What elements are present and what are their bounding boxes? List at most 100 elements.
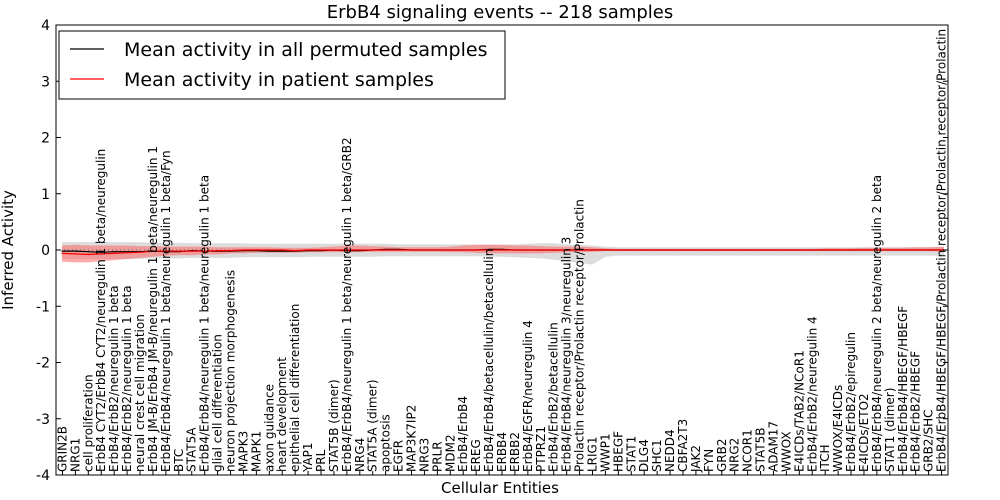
data-point xyxy=(307,249,309,251)
category-label: WWOX/E4ICDs xyxy=(831,385,845,472)
data-point xyxy=(397,249,400,251)
data-point xyxy=(152,250,154,252)
category-label: GRIN2B xyxy=(56,426,70,472)
category-label: ErbB4/ErbB4 xyxy=(456,396,470,472)
category-label: neural crest cell migration xyxy=(133,314,147,472)
data-point xyxy=(229,250,232,252)
category-label: ErbB4 CYT2/ErbB4 CYT2/neuregulin 1 beta/… xyxy=(94,149,108,472)
data-point xyxy=(669,249,671,251)
category-label: STAT5B (dimer) xyxy=(327,379,341,472)
category-label: ErbB4/ErbB4/neuregulin 1 beta/neuregulin… xyxy=(340,137,354,472)
category-label: NRG4 xyxy=(353,438,367,472)
data-point xyxy=(462,249,464,251)
x-axis-title: Cellular Entities xyxy=(441,479,559,497)
category-label: NEDD4 xyxy=(663,429,677,472)
data-point xyxy=(617,249,619,251)
category-label: STAT5A (dimer) xyxy=(366,379,380,472)
category-label: HBEGF xyxy=(611,431,625,472)
confidence-bands xyxy=(62,242,944,265)
category-label: MAP3K7IP2 xyxy=(405,405,419,472)
category-label: ErbB4/ErbB4/HBEGF/HBEGF/Prolactin recept… xyxy=(935,29,949,472)
category-label: NRG2 xyxy=(728,438,742,472)
data-point xyxy=(100,253,102,255)
category-label: ErbB4/ErbB2/epiregulin xyxy=(844,332,858,472)
category-label: MAPK1 xyxy=(249,431,263,472)
category-label: Prolactin receptor/Prolactin receptor/Pr… xyxy=(573,199,587,472)
data-point xyxy=(734,249,736,251)
data-point xyxy=(410,249,413,251)
data-point xyxy=(178,250,180,252)
data-point xyxy=(837,249,839,251)
data-point xyxy=(643,249,645,251)
category-label: ErbB4/EGFR/neuregulin 4 xyxy=(521,320,535,472)
category-label: NCOR1 xyxy=(741,429,755,472)
data-point xyxy=(74,250,76,252)
category-label: YAP1 xyxy=(301,443,315,473)
category-label: PRL xyxy=(314,449,328,472)
series-lines xyxy=(56,248,948,256)
data-point xyxy=(902,249,904,251)
data-point xyxy=(811,249,813,251)
data-point xyxy=(928,249,930,251)
category-label: ErbB4/ErbB2/betacellulin xyxy=(547,322,561,472)
category-label: STAT5A xyxy=(185,427,199,472)
data-point xyxy=(87,253,89,256)
data-point xyxy=(591,249,594,251)
data-point xyxy=(540,249,542,251)
category-label: ErbB4/ErbB2/HBEGF xyxy=(909,351,923,472)
data-point xyxy=(268,249,270,251)
category-label: EREG xyxy=(469,439,483,472)
data-point xyxy=(281,249,283,251)
data-point xyxy=(204,250,206,252)
data-point xyxy=(824,249,826,251)
data-point xyxy=(100,251,102,253)
category-label: GRB2 xyxy=(715,438,729,472)
y-tick-label: 3 xyxy=(41,74,50,90)
category-label: ErbB4/ErbB4/betacellulin/betacellulin xyxy=(482,249,496,472)
data-point xyxy=(695,249,697,251)
category-label: NRG3 xyxy=(417,438,431,472)
category-label: apoptosis xyxy=(379,414,393,472)
data-point xyxy=(436,249,438,251)
category-label: MAPK3 xyxy=(236,431,250,472)
legend-box xyxy=(58,30,506,100)
data-point xyxy=(772,249,775,251)
category-label: ErbB4 JM-B/ErbB4 JM-B/neuregulin 1 beta/… xyxy=(146,146,160,472)
category-label: heart development xyxy=(275,357,289,472)
category-label: cell proliferation xyxy=(81,374,95,472)
y-axis: -4 -3 -2 -1 0 1 2 3 4 xyxy=(36,18,948,484)
category-label: EGFR xyxy=(392,440,406,472)
data-point xyxy=(385,249,387,251)
category-label: PRLR xyxy=(430,441,444,472)
data-point xyxy=(721,249,723,251)
data-point xyxy=(488,249,490,251)
data-point xyxy=(359,249,361,251)
category-label: E4ICDs/ETO2 xyxy=(857,393,871,472)
data-point xyxy=(708,249,710,251)
data-point xyxy=(514,249,516,251)
category-label: CBFA2T3 xyxy=(676,419,690,472)
category-label: WWOX xyxy=(779,431,793,472)
category-label: SHC1 xyxy=(650,439,664,472)
category-label: ADAM17 xyxy=(767,421,781,472)
y-tick-label: 1 xyxy=(41,187,50,203)
category-label: STAT5B xyxy=(754,428,768,473)
category-label: neuron projection morphogenesis xyxy=(224,270,238,472)
category-label: ErbB4/ErbB4/neuregulin 1 beta/neuregulin… xyxy=(159,150,173,472)
data-point xyxy=(372,249,374,251)
category-label: STAT1 (dimer) xyxy=(883,388,897,472)
data-point xyxy=(126,251,128,253)
data-point xyxy=(798,249,800,251)
category-label: ERBB4 xyxy=(495,432,509,472)
data-point xyxy=(630,249,632,251)
data-point xyxy=(346,249,348,251)
data-point xyxy=(915,249,917,251)
data-point xyxy=(889,249,891,251)
data-point xyxy=(255,249,257,251)
data-point xyxy=(320,249,322,251)
y-tick-label: -4 xyxy=(36,468,50,484)
data-point xyxy=(785,249,788,251)
category-label: DLG4 xyxy=(637,439,651,472)
category-label: ErbB4/ErbB4/neuregulin 3/neuregulin 3 xyxy=(560,237,574,472)
